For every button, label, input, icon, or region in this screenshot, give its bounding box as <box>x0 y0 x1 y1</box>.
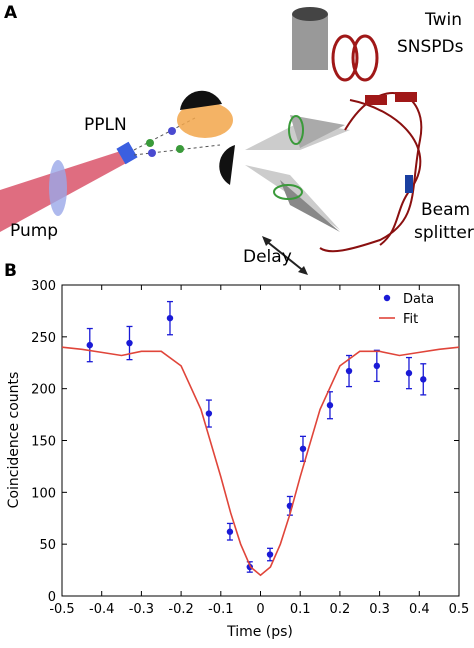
data-point <box>126 339 133 347</box>
data-point <box>299 445 307 452</box>
fiber-coupler <box>280 180 340 232</box>
beam-splitter <box>405 175 413 193</box>
y-tick-label: 200 <box>31 383 56 398</box>
legend-marker <box>383 294 391 302</box>
x-tick-label: 0.2 <box>330 602 351 617</box>
fit-line <box>61 346 460 577</box>
data-point <box>226 528 234 535</box>
data-point <box>266 551 274 558</box>
x-tick-label: 0.5 <box>449 602 470 617</box>
mirror <box>180 90 222 110</box>
y-tick-label: 0 <box>48 590 56 605</box>
data-point <box>345 367 353 375</box>
x-tick-label: -0.5 <box>49 602 74 617</box>
panel-label: B <box>4 261 17 281</box>
panel-label: A <box>4 3 18 23</box>
x-tick-label: -0.2 <box>168 602 193 617</box>
legend-label: Data <box>403 292 434 307</box>
diagram-label: splitter <box>414 223 474 243</box>
delay-arrow <box>264 239 306 273</box>
x-tick-label: 0.3 <box>369 602 390 617</box>
setup-diagram <box>0 7 423 275</box>
data-point <box>166 314 174 322</box>
x-tick-label: 0 <box>256 602 264 617</box>
snspd-coil <box>351 34 379 82</box>
data-point <box>86 341 93 349</box>
legend-label: Fit <box>403 312 418 327</box>
fiber-coupler <box>290 115 345 148</box>
x-tick-label: 0.1 <box>290 602 311 617</box>
data-point <box>205 410 213 417</box>
y-axis-title: Coincidence counts <box>6 372 22 509</box>
diagram-label: PPLN <box>84 115 127 135</box>
diagram-label: SNSPDs <box>397 37 464 57</box>
plot-frame <box>61 284 460 597</box>
y-tick-label: 100 <box>31 486 56 501</box>
diagram-label: Twin <box>424 10 462 30</box>
diagram-label: Pump <box>10 221 58 241</box>
detector-cryostat <box>292 14 328 70</box>
x-tick-label: 0.4 <box>409 602 430 617</box>
data-point <box>373 362 381 370</box>
diagram-label: Beam <box>421 200 470 220</box>
x-axis-title: Time (ps) <box>226 624 293 640</box>
y-tick-label: 150 <box>31 435 56 450</box>
lens <box>177 102 233 138</box>
data-point <box>405 369 413 377</box>
data-point <box>420 376 427 383</box>
x-tick-label: -0.1 <box>208 602 233 617</box>
snspd-coil <box>331 34 359 82</box>
fiber <box>319 92 423 253</box>
pump-lens <box>49 160 67 216</box>
y-tick-label: 300 <box>31 279 56 294</box>
ppln-crystal <box>116 141 138 165</box>
y-tick-label: 50 <box>39 538 56 553</box>
data-point <box>326 402 334 409</box>
x-tick-label: -0.4 <box>89 602 114 617</box>
mirror <box>219 145 235 185</box>
y-tick-label: 250 <box>31 331 56 346</box>
x-tick-label: -0.3 <box>129 602 154 617</box>
diagram-label: Delay <box>243 247 292 267</box>
